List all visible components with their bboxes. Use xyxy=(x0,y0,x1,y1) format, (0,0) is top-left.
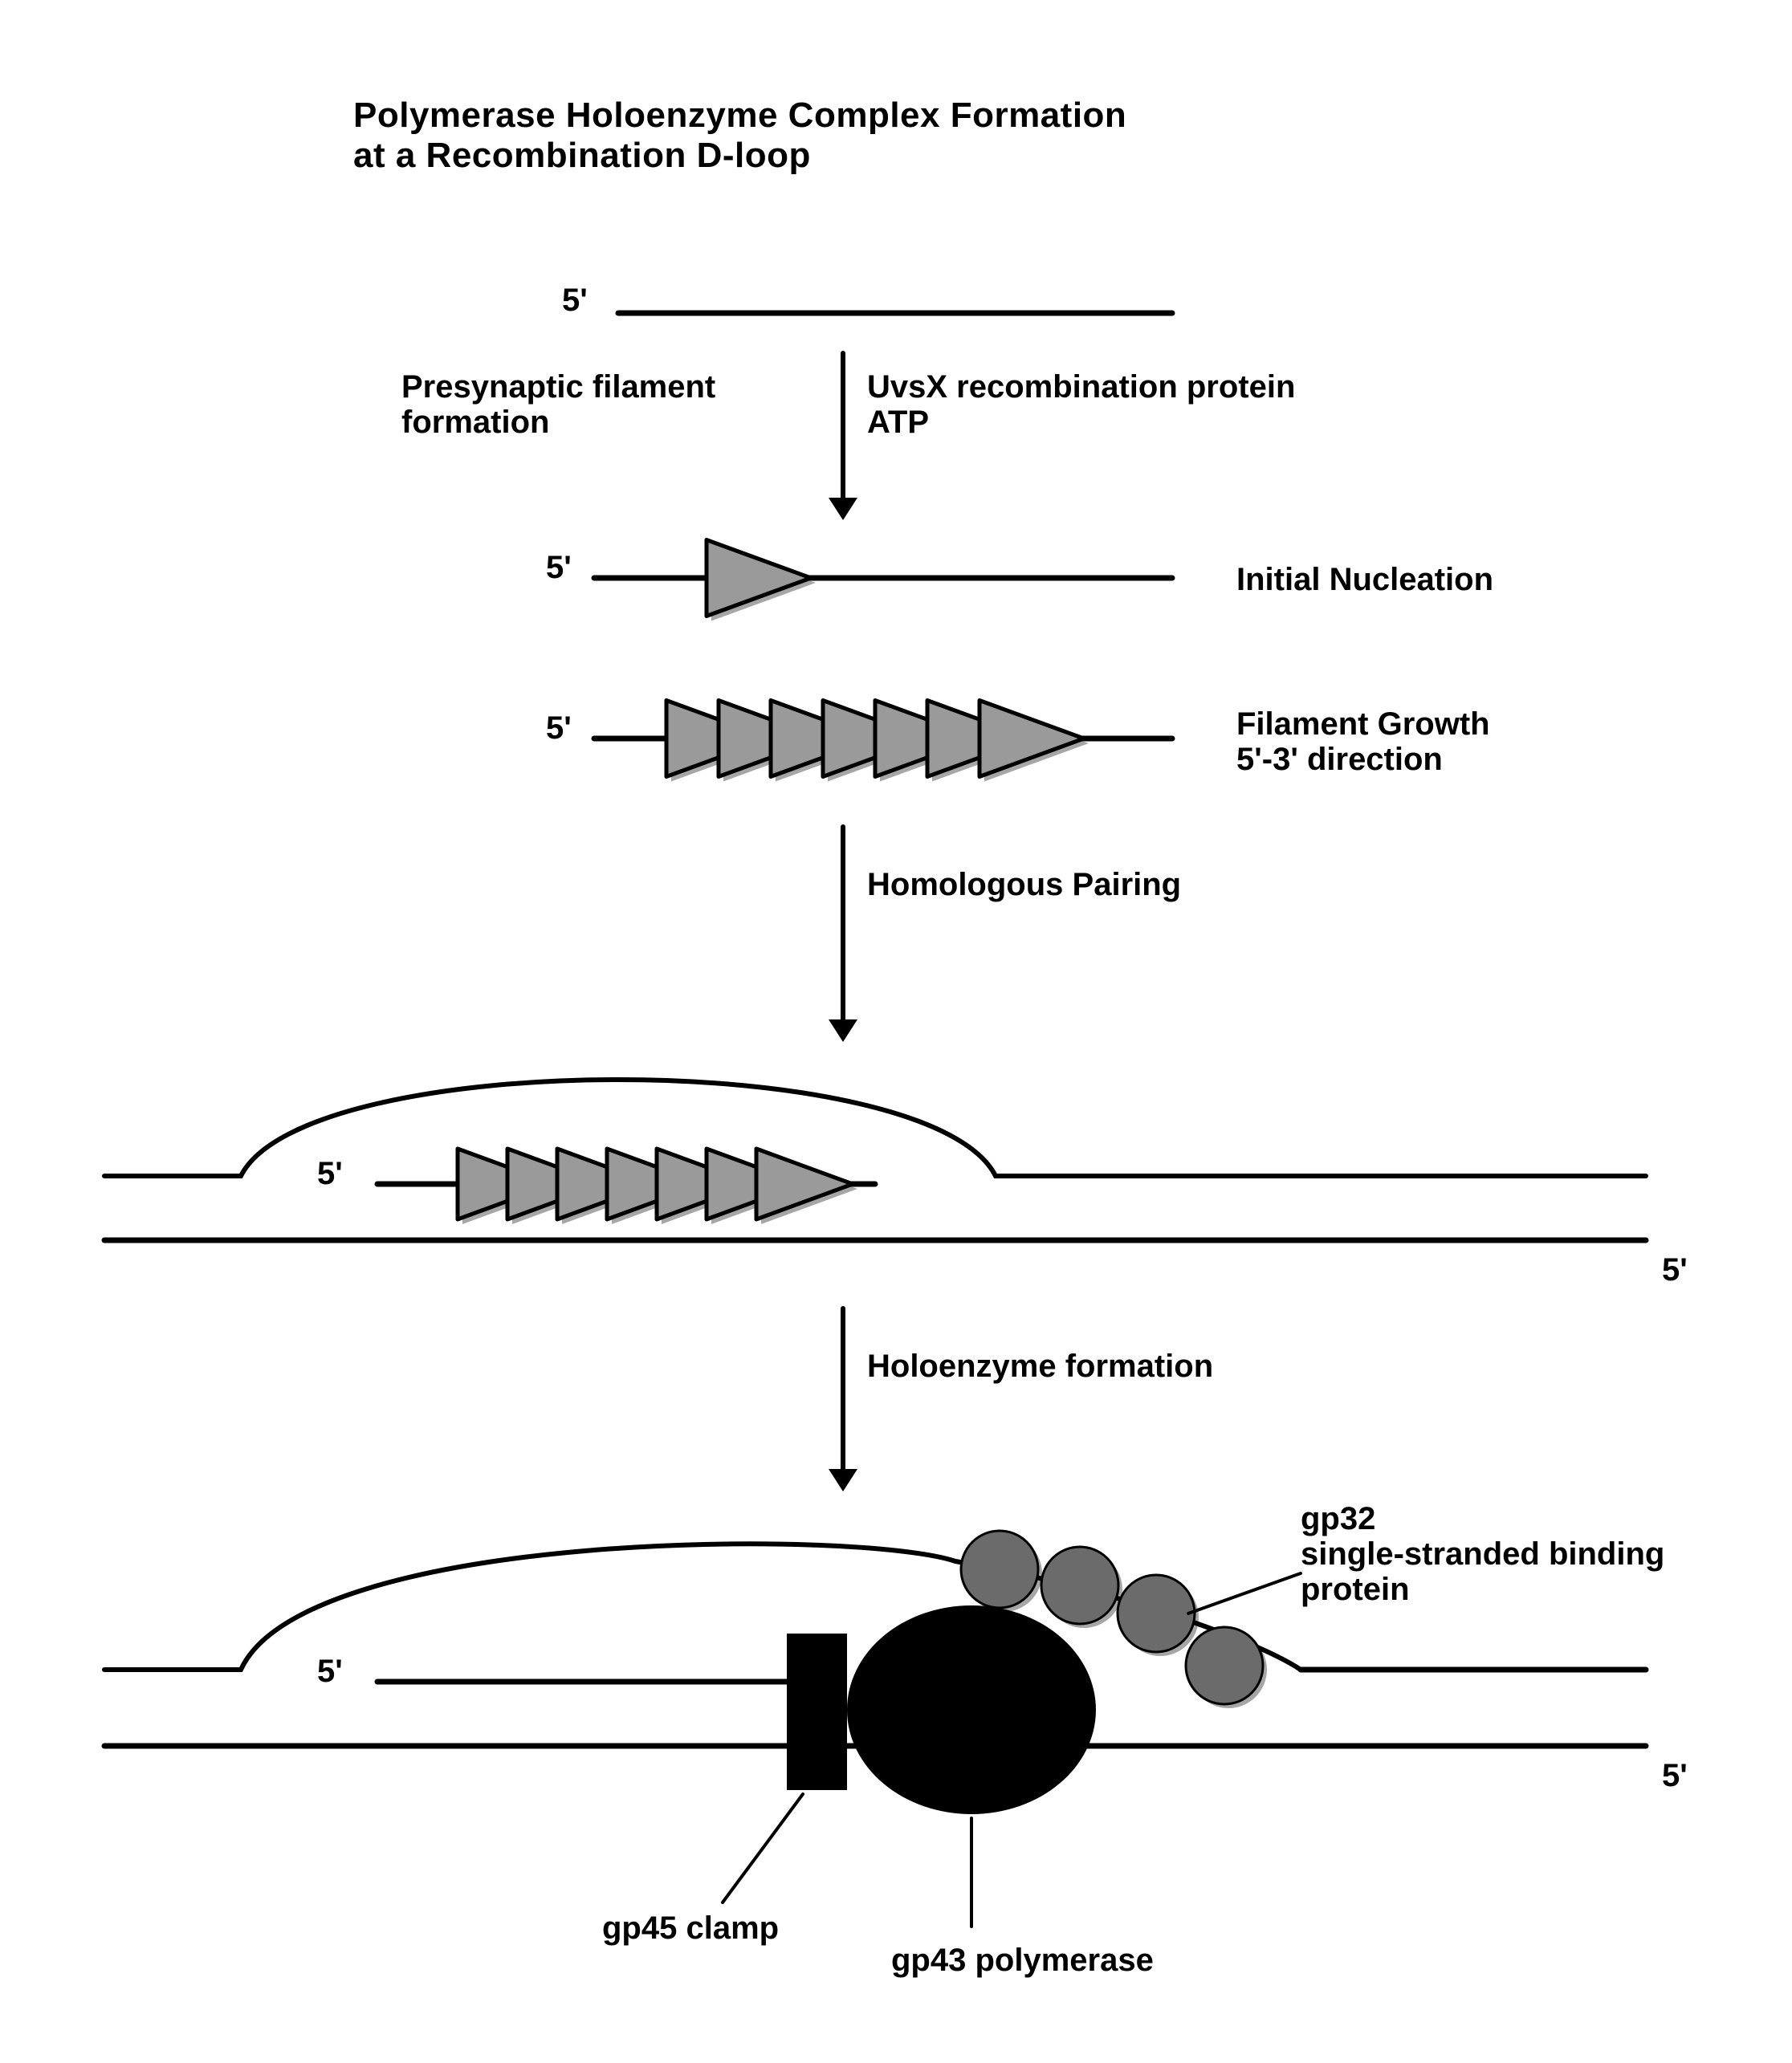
stage4-invading-5prime: 5' xyxy=(317,1156,343,1191)
stage2-5prime: 5' xyxy=(546,550,572,585)
arrow1-right-label: UvsX recombination protein ATP xyxy=(867,369,1295,440)
stage3-right-label: Filament Growth 5'-3' direction xyxy=(1236,706,1490,777)
stage2-right-label: Initial Nucleation xyxy=(1236,562,1493,597)
gp43-label: gp43 polymerase xyxy=(891,1943,1154,1978)
gp45-label: gp45 clamp xyxy=(602,1910,779,1946)
arrow3-label: Holoenzyme formation xyxy=(867,1349,1213,1384)
stage3-5prime: 5' xyxy=(546,710,572,746)
diagram-svg xyxy=(0,0,1792,2063)
stage5-invading-5prime: 5' xyxy=(317,1654,343,1689)
stage4-5prime-right: 5' xyxy=(1662,1252,1688,1288)
gp32-label: gp32 single-stranded binding protein xyxy=(1301,1501,1664,1607)
arrow2-label: Homologous Pairing xyxy=(867,867,1181,902)
stage1-5prime: 5' xyxy=(562,283,588,318)
stage5-5prime-right: 5' xyxy=(1662,1758,1688,1793)
arrow1-left-label: Presynaptic filament formation xyxy=(401,369,715,440)
